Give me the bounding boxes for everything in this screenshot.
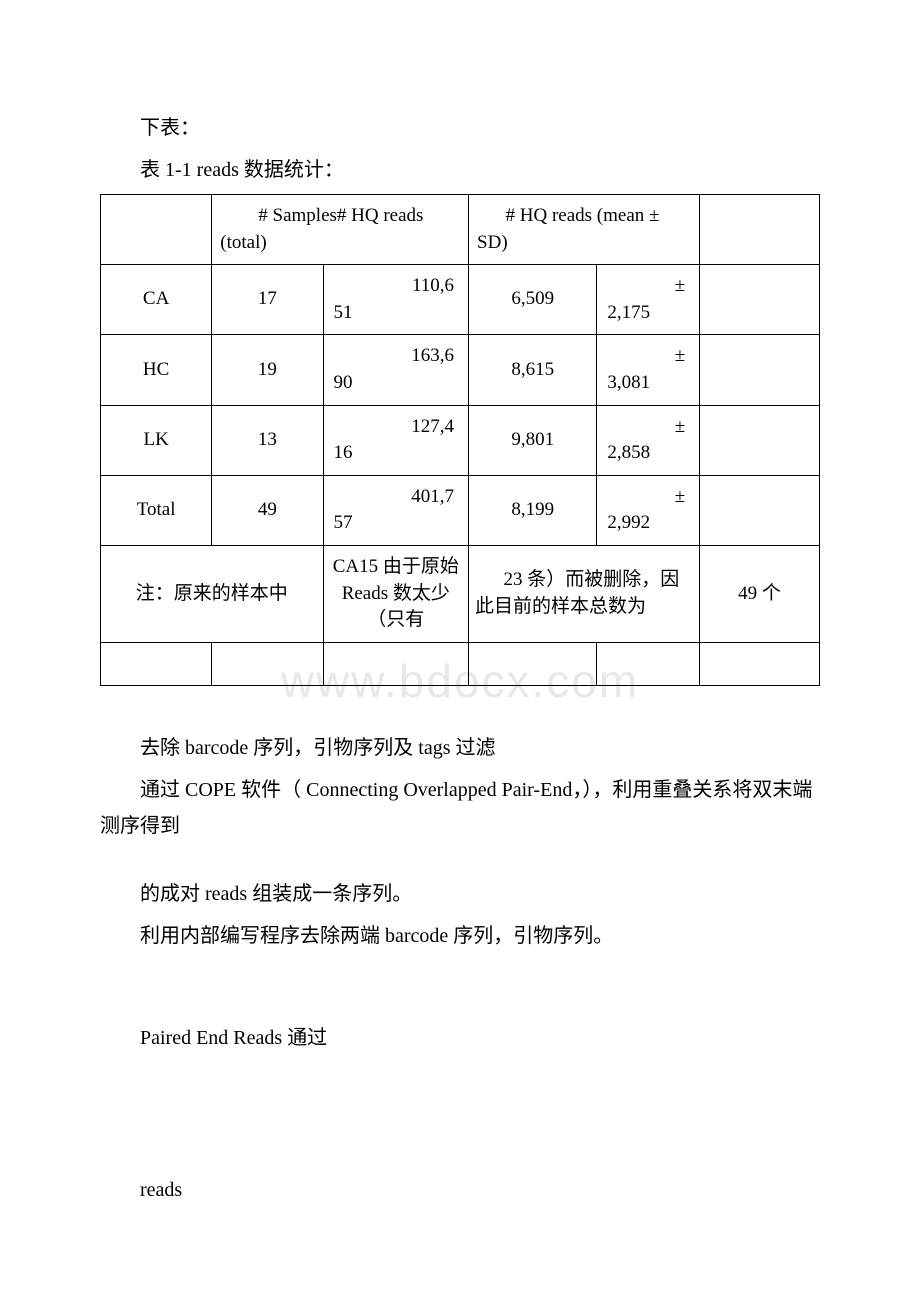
row-label: Total [101, 475, 212, 545]
row-mean: 8,199 [469, 475, 597, 545]
row-samples: 17 [212, 265, 323, 335]
paragraph-5: Paired End Reads 通过 [100, 1020, 820, 1056]
empty-cell [700, 642, 820, 686]
note-right: 23 条）而被删除，因此目前的样本总数为 [469, 545, 700, 642]
header-empty-2 [700, 195, 820, 265]
row-label: CA [101, 265, 212, 335]
row-sd: ± 2,858 [597, 405, 700, 475]
row-mean: 9,801 [469, 405, 597, 475]
table-empty-row [101, 642, 820, 686]
table-row: CA 17 110,6 51 6,509 ± 2,175 [101, 265, 820, 335]
empty-cell [469, 642, 597, 686]
intro-line-1: 下表： [100, 110, 820, 146]
paragraph-4: 利用内部编写程序去除两端 barcode 序列，引物序列。 [100, 918, 820, 954]
table-header-row: # Samples# HQ reads (total) # HQ reads (… [101, 195, 820, 265]
paragraph-3: 的成对 reads 组装成一条序列。 [100, 876, 820, 912]
row-mean: 6,509 [469, 265, 597, 335]
empty-cell [597, 642, 700, 686]
note-left: 注：原来的样本中 [101, 545, 324, 642]
paragraph-2: 通过 COPE 软件（ Connecting Overlapped Pair-E… [100, 772, 820, 844]
row-empty [700, 265, 820, 335]
empty-cell [212, 642, 323, 686]
table-row: LK 13 127,4 16 9,801 ± 2,858 [101, 405, 820, 475]
row-samples: 49 [212, 475, 323, 545]
row-label: HC [101, 335, 212, 405]
row-sd: ± 2,175 [597, 265, 700, 335]
note-last: 49 个 [700, 545, 820, 642]
row-samples: 13 [212, 405, 323, 475]
empty-cell [323, 642, 469, 686]
intro-line-2: 表 1-1 reads 数据统计： [100, 152, 820, 188]
table-row: Total 49 401,7 57 8,199 ± 2,992 [101, 475, 820, 545]
row-mean: 8,615 [469, 335, 597, 405]
header-empty [101, 195, 212, 265]
row-empty [700, 335, 820, 405]
row-total: 163,6 90 [323, 335, 469, 405]
row-samples: 19 [212, 335, 323, 405]
row-total: 110,6 51 [323, 265, 469, 335]
row-empty [700, 475, 820, 545]
reads-stats-table: # Samples# HQ reads (total) # HQ reads (… [100, 194, 820, 686]
row-sd: ± 3,081 [597, 335, 700, 405]
row-total: 127,4 16 [323, 405, 469, 475]
paragraph-6: reads [100, 1172, 820, 1208]
table-row: HC 19 163,6 90 8,615 ± 3,081 [101, 335, 820, 405]
row-label: LK [101, 405, 212, 475]
paragraph-1: 去除 barcode 序列，引物序列及 tags 过滤 [100, 730, 820, 766]
page-content: 下表： 表 1-1 reads 数据统计： # Samples# HQ read… [100, 110, 820, 1208]
row-sd: ± 2,992 [597, 475, 700, 545]
header-samples-total: # Samples# HQ reads (total) [212, 195, 469, 265]
table-note-row: 注：原来的样本中 CA15 由于原始 Reads 数太少（只有 23 条）而被删… [101, 545, 820, 642]
row-empty [700, 405, 820, 475]
header-mean-sd: # HQ reads (mean ± SD) [469, 195, 700, 265]
empty-cell [101, 642, 212, 686]
note-mid: CA15 由于原始 Reads 数太少（只有 [323, 545, 469, 642]
row-total: 401,7 57 [323, 475, 469, 545]
